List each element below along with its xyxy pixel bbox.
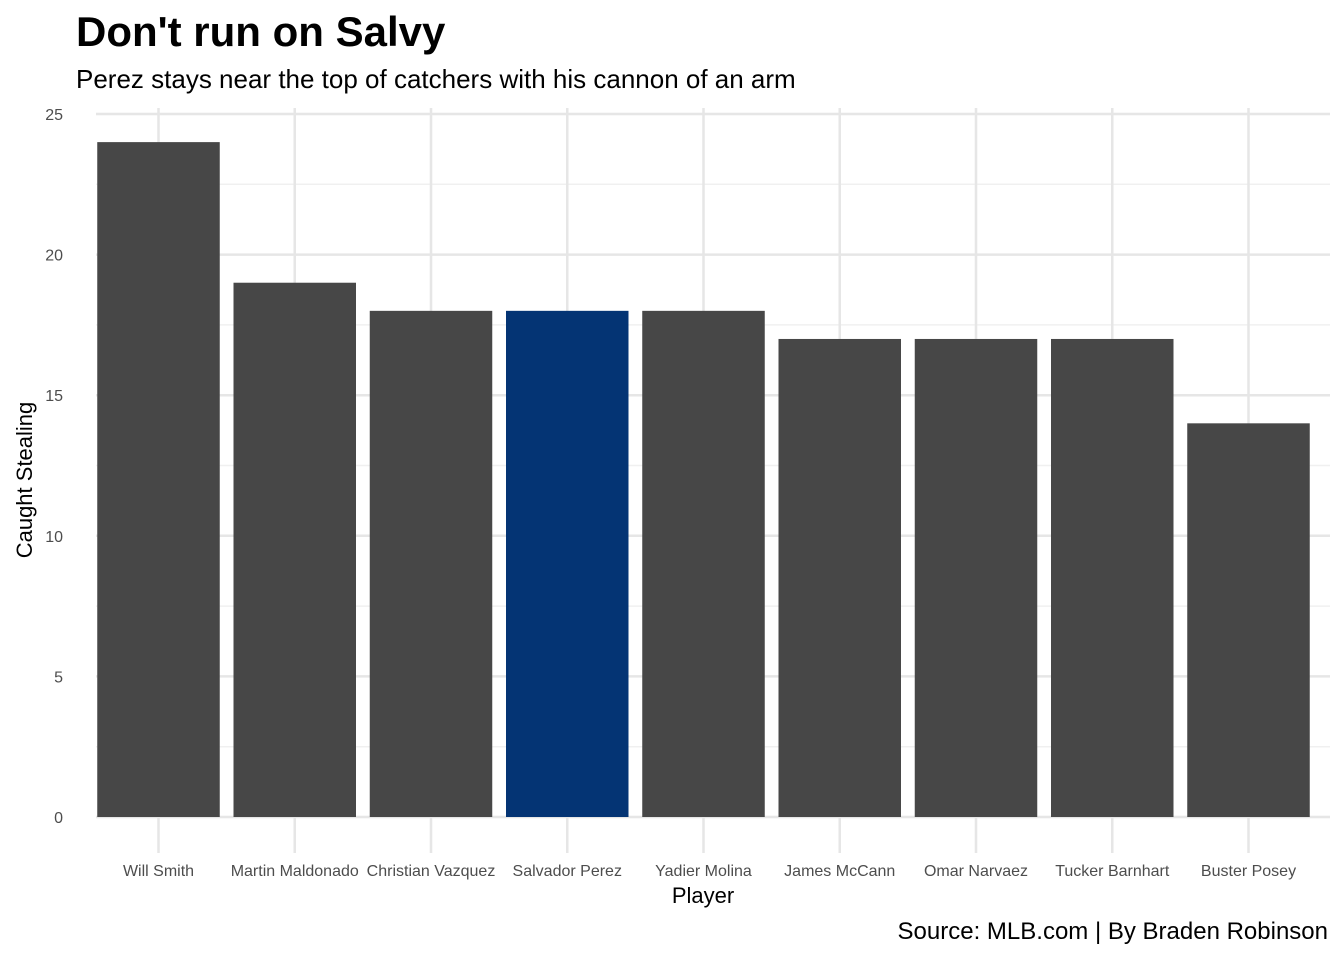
bar-will-smith	[97, 142, 220, 817]
y-tick-label: 10	[45, 529, 63, 546]
bar-martin-maldonado	[233, 282, 356, 818]
chart-caption: Source: MLB.com | By Braden Robinson	[897, 918, 1328, 945]
x-tick-label: Omar Narvaez	[924, 863, 1028, 880]
y-tick-label: 0	[54, 810, 63, 827]
x-tick-label: Salvador Perez	[513, 863, 622, 880]
bars	[97, 142, 1310, 818]
chart-subtitle: Perez stays near the top of catchers wit…	[76, 64, 796, 94]
x-tick-label: Yadier Molina	[655, 863, 752, 880]
y-tick-label: 5	[54, 669, 63, 686]
y-axis-title: Caught Stealing	[12, 402, 37, 559]
y-tick-label: 20	[45, 248, 63, 265]
y-tick-label: 25	[45, 107, 63, 124]
x-tick-label: Martin Maldonado	[231, 863, 359, 880]
bar-christian-vazquez	[369, 310, 493, 817]
x-tick-label: Buster Posey	[1201, 863, 1296, 880]
x-axis-title: Player	[672, 883, 734, 908]
bar-salvador-perez	[506, 310, 629, 817]
bar-buster-posey	[1187, 423, 1310, 817]
y-axis-ticks: 0 5 10 15 20 25	[45, 107, 63, 827]
x-tick-label: Christian Vazquez	[367, 863, 496, 880]
bar-james-mccann	[778, 338, 901, 817]
y-tick-label: 15	[45, 388, 63, 405]
bar-yadier-molina	[642, 310, 765, 817]
bar-omar-narvaez	[914, 338, 1038, 817]
x-tick-label: James McCann	[784, 863, 895, 880]
x-tick-label: Will Smith	[123, 863, 194, 880]
x-tick-label: Tucker Barnhart	[1055, 863, 1170, 880]
bar-tucker-barnhart	[1051, 338, 1174, 817]
chart-title: Don't run on Salvy	[76, 8, 446, 55]
x-axis-ticks: Will Smith Martin Maldonado Christian Vazq…	[123, 863, 1296, 880]
